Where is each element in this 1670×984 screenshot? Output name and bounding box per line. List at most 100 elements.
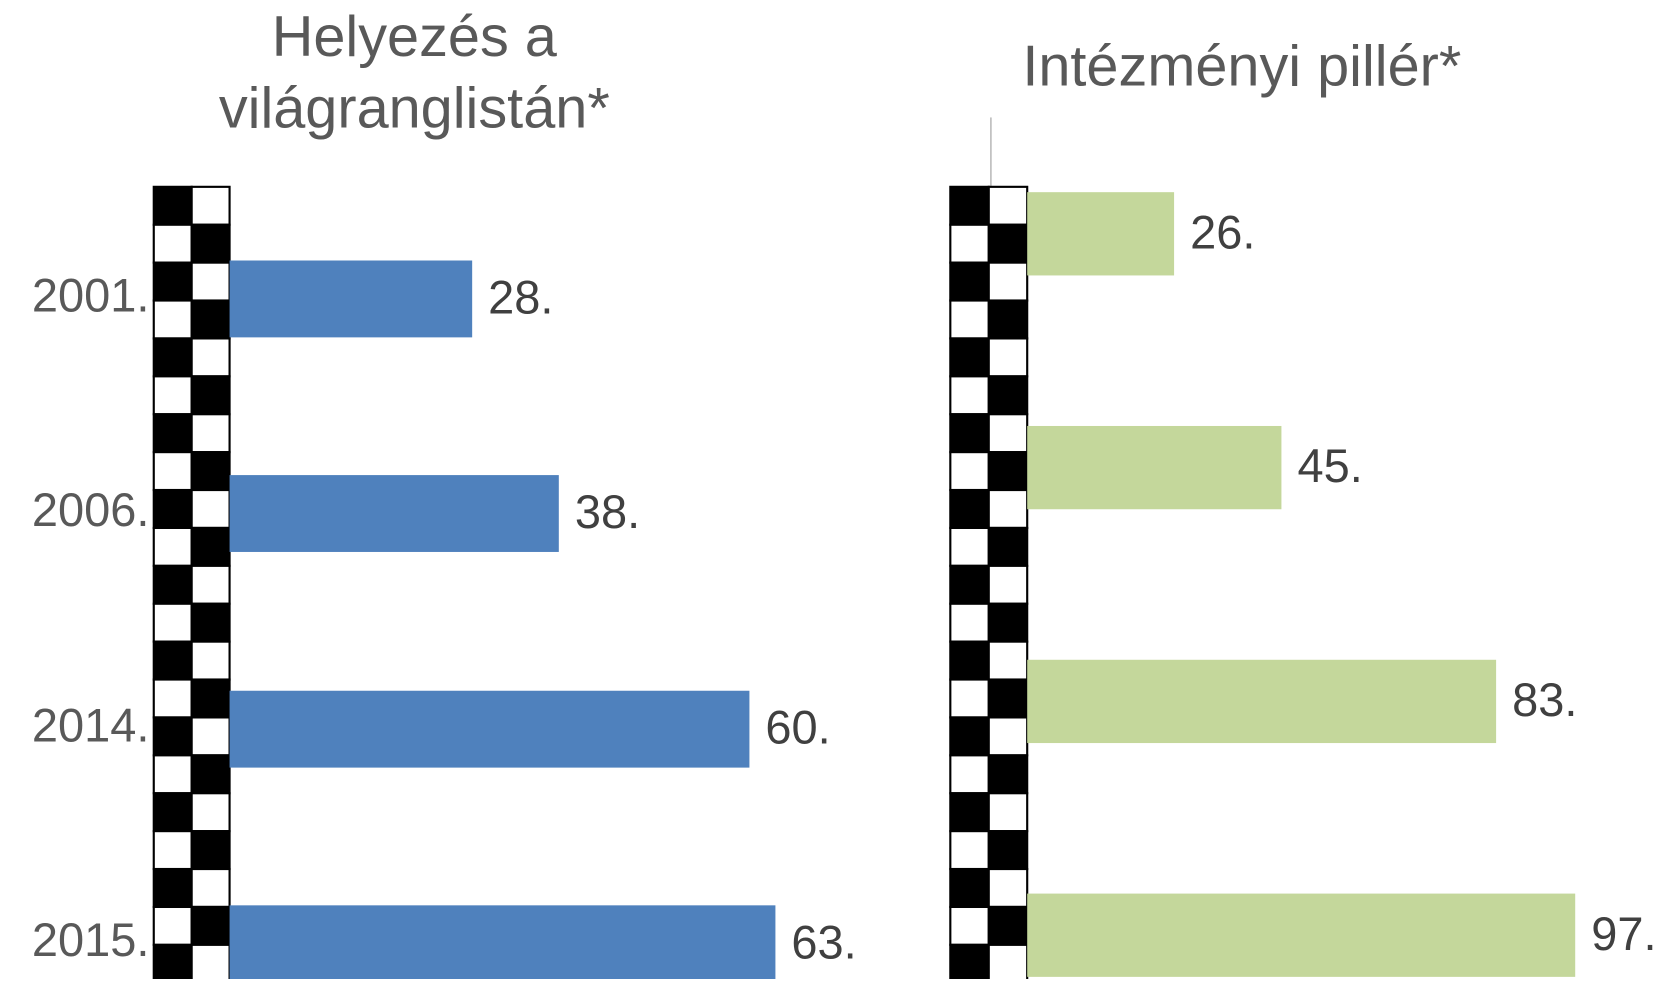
checker-cell	[152, 867, 193, 909]
checker-cell	[987, 299, 1029, 340]
checker-cell	[190, 905, 231, 946]
checker-cell	[152, 185, 193, 226]
checker-cell	[190, 640, 231, 681]
chart-title: világranglistán*	[219, 76, 610, 140]
checker-cell	[152, 451, 193, 492]
checker-cell	[987, 830, 1029, 871]
checker-cell	[987, 640, 1029, 681]
bar	[1027, 425, 1282, 510]
checker-cell	[190, 375, 231, 416]
data-label: 26.	[1190, 205, 1255, 258]
checker-cell	[987, 375, 1029, 416]
checker-cell	[152, 678, 193, 719]
checker-cell	[949, 185, 990, 226]
checker-cell	[190, 526, 231, 567]
checker-cell	[949, 375, 990, 416]
bar	[1027, 659, 1497, 744]
checker-cell	[949, 223, 990, 264]
checker-cell	[190, 337, 231, 378]
checker-cell	[152, 602, 193, 643]
checker-cell	[152, 299, 193, 340]
chart-title: Intézményi pillér*	[1022, 35, 1461, 99]
data-label: 83.	[1512, 673, 1577, 726]
checker-cell	[949, 678, 990, 719]
checker-cell	[190, 754, 231, 795]
checker-cell	[152, 830, 193, 871]
checker-cell	[190, 185, 231, 226]
checker-cell	[152, 223, 193, 264]
checker-cell	[949, 413, 990, 454]
checker-cell	[190, 488, 231, 530]
checker-cell	[152, 526, 193, 567]
checker-cell	[949, 640, 990, 681]
checker-cell	[987, 905, 1029, 946]
checker-cell	[152, 716, 193, 757]
checker-cell	[949, 905, 990, 946]
checker-cell	[152, 754, 193, 795]
data-label: 60.	[765, 701, 830, 754]
checker-cell	[190, 564, 231, 605]
checker-cell	[949, 602, 990, 643]
checker-cell	[987, 792, 1029, 833]
checker-cell	[152, 261, 193, 302]
checker-cell	[152, 337, 193, 378]
checker-cell	[152, 375, 193, 416]
checker-cell	[949, 792, 990, 833]
checker-cell	[190, 792, 231, 833]
y-tick-label: 2014.	[32, 699, 150, 752]
checker-cell	[949, 488, 990, 530]
checker-cell	[190, 223, 231, 264]
checker-cell	[190, 413, 231, 454]
checker-cell	[949, 830, 990, 871]
checker-cell	[987, 337, 1029, 378]
data-label: 63.	[791, 915, 856, 968]
checker-cell	[190, 830, 231, 871]
checker-cell	[152, 413, 193, 454]
checker-cell	[987, 754, 1029, 795]
checker-cell	[190, 716, 231, 757]
checker-cell	[949, 867, 990, 909]
checker-cell	[949, 299, 990, 340]
checker-cell	[987, 223, 1029, 264]
y-tick-label: 2001.	[32, 268, 150, 321]
checker-cell	[152, 488, 193, 530]
y-tick-label: 2006.	[32, 483, 150, 536]
checker-cell	[987, 678, 1029, 719]
checker-cell	[152, 640, 193, 681]
y-tick-label: 2015.	[32, 913, 150, 966]
data-label: 28.	[488, 270, 553, 323]
checker-cell	[987, 451, 1029, 492]
data-label: 38.	[575, 485, 640, 538]
checker-cell	[949, 564, 990, 605]
checker-cell	[152, 905, 193, 946]
checker-cell	[190, 602, 231, 643]
bar	[1027, 893, 1576, 977]
bar	[1027, 192, 1175, 276]
checker-cell	[987, 716, 1029, 757]
checker-cell	[152, 564, 193, 605]
checker-cell	[190, 299, 231, 340]
checker-cell	[949, 526, 990, 567]
checker-cell	[949, 337, 990, 378]
checker-cell	[949, 754, 990, 795]
bar	[229, 260, 473, 338]
checker-cell	[987, 526, 1029, 567]
chart-title: Helyezés a	[272, 5, 558, 69]
checker-cell	[987, 185, 1029, 226]
checker-cell	[987, 602, 1029, 643]
checker-cell	[987, 564, 1029, 605]
checker-cell	[190, 678, 231, 719]
checker-cell	[987, 488, 1029, 530]
checker-cell	[987, 943, 1029, 984]
data-label: 45.	[1297, 439, 1362, 492]
checker-cell	[987, 867, 1029, 909]
checker-cell	[987, 413, 1029, 454]
checker-cell	[949, 943, 990, 984]
bar	[229, 690, 750, 768]
bar	[229, 905, 776, 983]
checker-cell	[949, 716, 990, 757]
checker-cell	[190, 261, 231, 302]
checker-cell	[152, 943, 193, 984]
bar	[229, 475, 559, 552]
